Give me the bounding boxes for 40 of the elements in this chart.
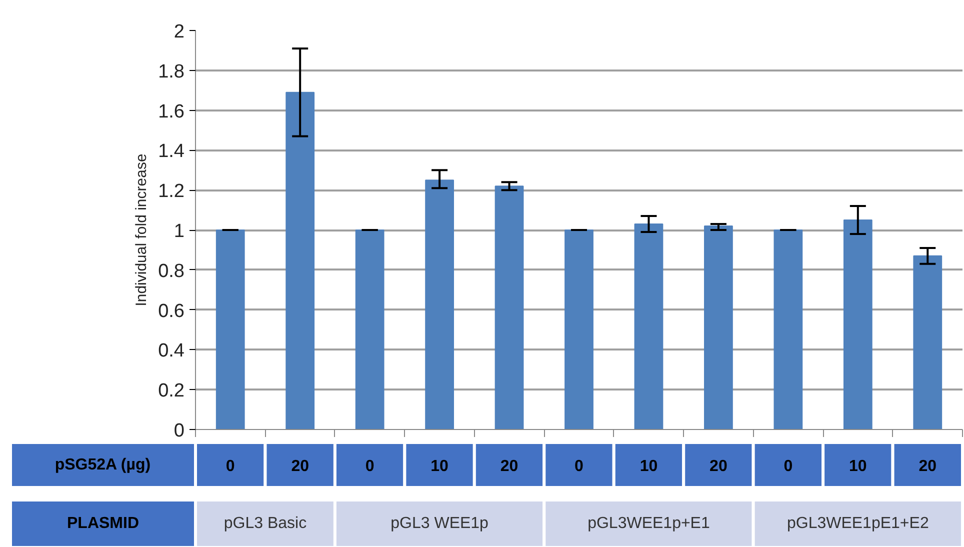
y-tick-label: 0.6 xyxy=(158,300,185,322)
x-tick-label: 0 xyxy=(574,458,584,475)
text: pGL3WEE1pE1+E2 xyxy=(786,515,929,532)
y-tick-label: 1.4 xyxy=(158,141,185,162)
y-tick-label: 1 xyxy=(174,221,185,242)
x-tick-label: 10 xyxy=(640,458,658,475)
y-tick-label: 0.4 xyxy=(158,340,185,362)
y-tick-label: 0.8 xyxy=(158,260,185,282)
x-tick-label: 20 xyxy=(500,458,518,475)
y-tick-label: 1.6 xyxy=(158,101,185,122)
bar xyxy=(704,226,733,430)
x-axis-title: pSG52A (µg) xyxy=(54,456,151,474)
x-tick-label: 0 xyxy=(226,458,235,475)
bar xyxy=(355,230,384,430)
bar xyxy=(843,220,872,430)
y-tick-label: 0 xyxy=(174,420,185,442)
bar xyxy=(286,92,315,430)
x-tick-label: 10 xyxy=(849,458,867,475)
y-tick-label: 0.2 xyxy=(158,380,185,402)
text: pGL3 Basic xyxy=(224,515,307,532)
x-tick-label: 0 xyxy=(784,458,793,475)
x-tick-label: 20 xyxy=(918,458,937,475)
y-tick-label: 1.2 xyxy=(158,181,185,202)
x-tick-label: 10 xyxy=(430,458,449,475)
text: PLASMID xyxy=(67,515,139,532)
y-tick-label: 2 xyxy=(174,22,185,42)
bar xyxy=(564,230,594,430)
text: pGL3WEE1p+E1 xyxy=(588,515,710,532)
bar xyxy=(216,230,245,430)
x-tick-label: 0 xyxy=(365,458,374,475)
text: pGL3 WEE1p xyxy=(390,515,489,532)
bar xyxy=(774,230,803,430)
bar xyxy=(634,224,664,430)
x-tick-label: 20 xyxy=(291,458,310,475)
y-tick-label: 1.8 xyxy=(158,61,185,82)
bar xyxy=(494,186,524,430)
y-axis-title: Individual fold increase xyxy=(133,154,150,306)
x-tick-label: 20 xyxy=(710,458,728,475)
bar xyxy=(425,180,454,430)
bar xyxy=(913,255,942,430)
